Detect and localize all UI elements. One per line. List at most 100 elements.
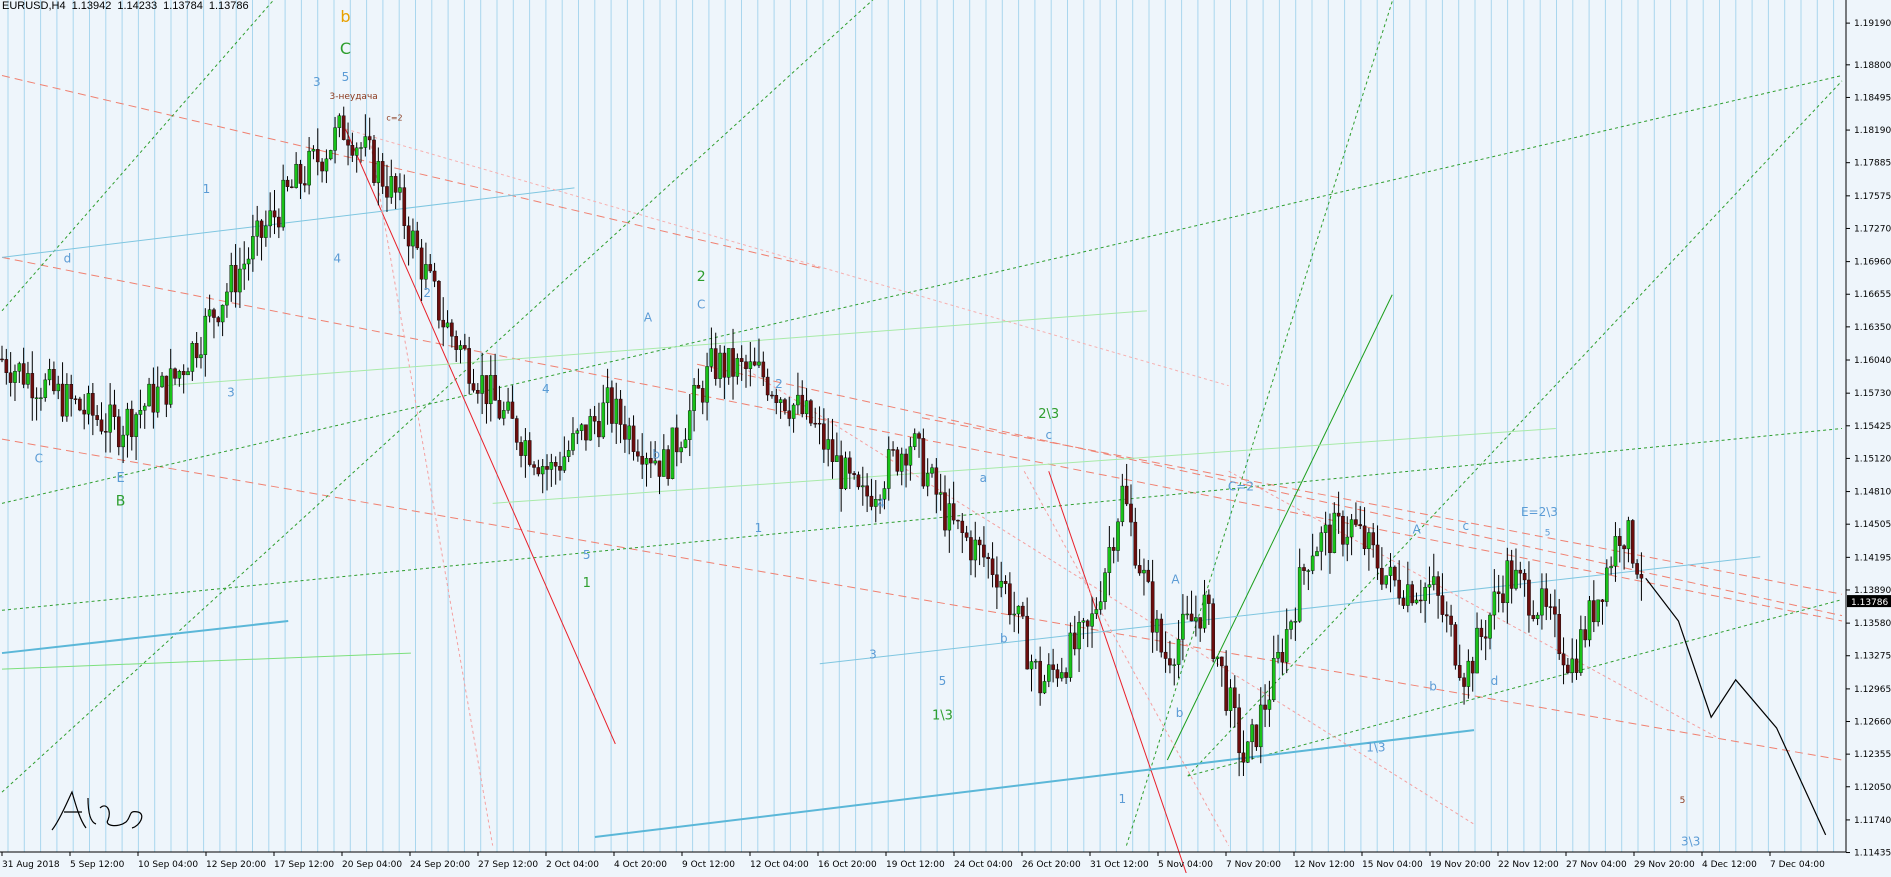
candle-body	[1605, 567, 1609, 602]
wave-label: 1\3	[1366, 740, 1385, 754]
wave-label: 5	[342, 70, 350, 84]
price-tick-label: 1.17885	[1854, 159, 1891, 169]
low-value: 1.13784	[163, 0, 203, 12]
candle-body	[605, 387, 610, 404]
candle-body	[575, 430, 580, 434]
candle-body	[1129, 503, 1133, 523]
candle-body	[1358, 524, 1363, 527]
wave-label: C=2	[1228, 479, 1254, 493]
candle-body	[1207, 594, 1211, 604]
candle-body	[666, 449, 670, 479]
candle-body	[225, 291, 229, 306]
trendline	[1166, 294, 1393, 761]
candle-body	[138, 410, 143, 415]
candle-body	[1258, 704, 1263, 748]
candle-body	[1016, 605, 1021, 615]
candle-body	[1111, 547, 1116, 551]
candle-body	[82, 409, 86, 415]
candle-body	[13, 371, 17, 383]
time-tick-label: 27 Sep 12:00	[478, 860, 538, 870]
candle-body	[99, 419, 104, 432]
trendline	[1, 0, 275, 312]
candle-body	[1518, 569, 1523, 574]
candle-body	[1336, 512, 1341, 517]
candle-body	[242, 263, 247, 270]
candle-body	[1496, 591, 1501, 594]
high-value: 1.14233	[117, 0, 158, 12]
symbol-label: EURUSD,H4	[2, 0, 66, 12]
candle-body	[1548, 606, 1553, 608]
wave-label: b	[1176, 706, 1184, 720]
trendline	[1125, 0, 1394, 846]
candle-body	[363, 136, 368, 148]
candle-body	[726, 348, 731, 378]
candle-body	[181, 371, 186, 376]
candle-body	[1522, 572, 1527, 581]
candle-body	[540, 466, 545, 475]
candle-body	[506, 401, 510, 411]
candle-body	[290, 186, 294, 188]
candle-body	[623, 424, 627, 440]
candle-body	[393, 176, 398, 193]
candle-body	[1440, 595, 1445, 615]
candle-body	[744, 361, 748, 369]
candle-body	[43, 379, 48, 398]
candle-body	[934, 467, 939, 495]
candle-body	[476, 390, 480, 394]
candle-body	[1509, 560, 1514, 589]
wave-label: 1	[203, 182, 211, 196]
candle-body	[437, 281, 441, 321]
candle-body	[428, 264, 433, 272]
candle-body	[255, 220, 260, 237]
candle-body	[692, 384, 696, 411]
wave-label: a	[980, 471, 987, 485]
trendline	[165, 310, 1147, 387]
wave-label: 1	[755, 521, 763, 535]
wave-label: b	[1000, 631, 1008, 645]
candle-body	[1323, 524, 1328, 533]
price-tick-label: 1.17575	[1854, 192, 1891, 202]
candle-body	[1051, 664, 1055, 670]
candle-body	[1475, 627, 1479, 674]
candle-body	[882, 488, 887, 500]
time-tick-label: 31 Aug 2018	[2, 860, 60, 870]
candle-body	[328, 150, 333, 160]
candle-body	[1596, 599, 1600, 623]
candle-body	[1185, 613, 1190, 616]
time-axis[interactable]: 31 Aug 2018 5 Sep 12:00 10 Sep 04:00 12 Sep…	[0, 851, 1846, 870]
candle-body	[588, 416, 593, 441]
trendline	[1023, 471, 1230, 846]
price-axis[interactable]: 1.19190 1.18800 1.18495 1.18190 1.17885 1.175…	[1845, 0, 1891, 859]
candle-body	[527, 440, 532, 465]
candle-body	[1094, 609, 1099, 614]
time-tick-label: 12 Sep 20:00	[206, 860, 266, 870]
candle-body	[246, 258, 251, 265]
time-tick-label: 4 Oct 20:00	[614, 860, 667, 870]
candle-body	[1250, 724, 1254, 743]
candle-body	[493, 375, 497, 401]
candle-body	[800, 394, 805, 415]
candle-body	[1527, 579, 1531, 616]
candle-body	[1081, 620, 1086, 623]
candle-body	[592, 416, 597, 422]
candle-body	[1328, 524, 1332, 554]
price-tick-label: 1.12965	[1854, 685, 1891, 695]
time-tick-label: 26 Oct 20:00	[1022, 860, 1081, 870]
candle-body	[930, 467, 934, 474]
candle-body	[78, 398, 82, 411]
trendline	[819, 556, 1761, 665]
candle-body	[1449, 615, 1453, 625]
candle-body	[1488, 614, 1492, 639]
price-tick-label: 1.13890	[1854, 586, 1891, 596]
time-tick-label: 12 Oct 04:00	[750, 860, 809, 870]
candle-body	[869, 495, 874, 507]
price-tick-label: 1.15425	[1854, 422, 1891, 432]
candle-body	[536, 467, 541, 475]
candle-body	[1012, 613, 1016, 616]
trendline	[1, 619, 289, 655]
wave-label: b	[340, 7, 350, 26]
candle-body	[424, 264, 428, 280]
candle-body	[514, 418, 519, 443]
